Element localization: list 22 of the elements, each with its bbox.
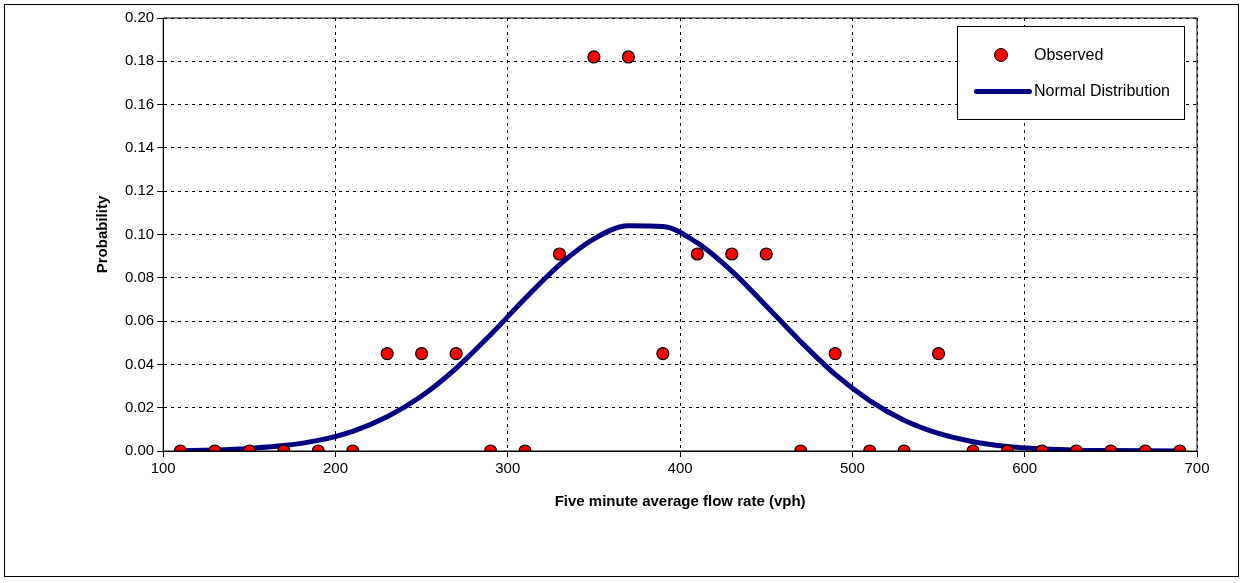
legend-label: Normal Distribution (1033, 82, 1170, 100)
y-tick-label: 0.16 (124, 94, 155, 112)
y-tick-label: 0.02 (124, 397, 155, 415)
y-tick-label: 0.14 (124, 138, 155, 156)
x-tick-label: 700 (1184, 459, 1210, 477)
x-tick-label: 400 (667, 459, 693, 477)
y-tick-label: 0.00 (124, 441, 155, 459)
x-tick-label: 100 (150, 459, 176, 477)
y-tick-label: 0.06 (124, 311, 155, 329)
x-tick-label: 200 (322, 459, 349, 477)
y-tick-label: 0.12 (124, 181, 155, 199)
y-tick-label: 0.20 (124, 8, 155, 26)
y-tick-label: 0.04 (124, 354, 155, 372)
y-tick-label: 0.08 (124, 267, 155, 285)
x-tick-label: 300 (495, 459, 521, 477)
y-tick-label: 0.10 (124, 224, 155, 242)
x-axis-title: Five minute average flow rate (vph) (554, 492, 806, 510)
x-tick-label: 600 (1012, 459, 1038, 477)
x-tick-label: 500 (839, 459, 865, 477)
y-tick-label: 0.18 (124, 51, 155, 69)
y-axis-title: Probability (93, 195, 111, 274)
legend-label: Observed (1033, 46, 1104, 64)
